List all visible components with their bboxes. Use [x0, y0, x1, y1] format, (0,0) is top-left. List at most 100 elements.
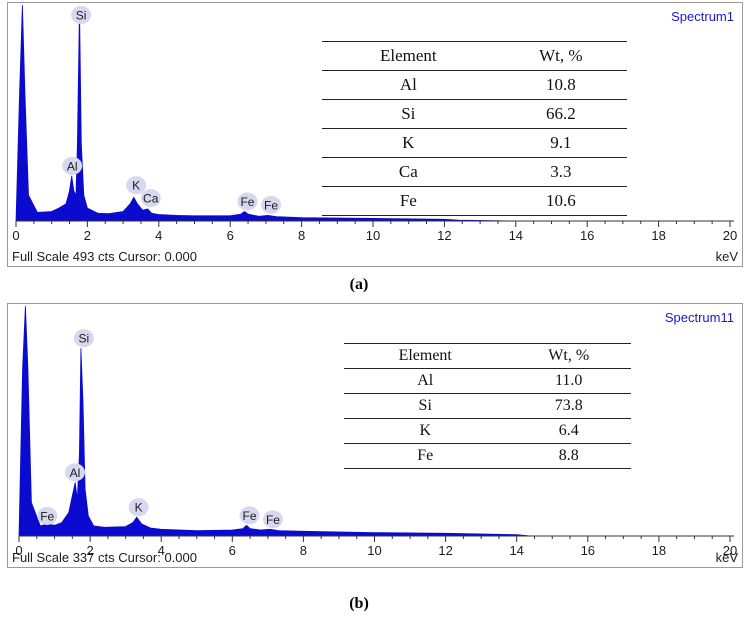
peak-label: Ca: [140, 189, 161, 208]
peak-label-badge: [262, 510, 283, 529]
peak-label-text: Fe: [40, 509, 54, 523]
wt-cell: 11.0: [555, 372, 583, 389]
peak-label: Fe: [237, 192, 258, 211]
wt-cell: 8.8: [558, 447, 579, 464]
x-tick-label: 20: [723, 543, 737, 558]
peak-label: K: [128, 498, 149, 517]
element-cell: K: [402, 133, 415, 152]
peak-label-badge: [239, 506, 260, 525]
x-tick-label: 18: [652, 543, 666, 558]
composition-table-box: Element Wt, % Al 10.8 Si 66.2 K 9.1 Ca 3.3 F…: [314, 33, 654, 216]
peak-label: Fe: [239, 506, 260, 525]
table-row: Fe 10.6: [322, 187, 627, 216]
x-tick-label: 14: [509, 543, 523, 558]
table-row: K 9.1: [322, 129, 627, 158]
wt-cell: 10.8: [545, 75, 576, 94]
peak-label-text: Al: [70, 466, 81, 480]
table-row: Fe 8.8: [344, 444, 631, 469]
table-row: Si 66.2: [322, 100, 627, 129]
peak-label-text: Si: [76, 9, 87, 23]
peak-label-text: Fe: [240, 195, 254, 209]
peak-label-badge: [62, 156, 83, 175]
peak-label: Fe: [37, 506, 58, 525]
full-scale-readout: Full Scale 337 cts Cursor: 0.000: [12, 550, 197, 565]
table-row: Si 73.8: [344, 394, 631, 419]
element-cell: K: [419, 422, 431, 439]
peak-label-text: K: [132, 179, 140, 193]
peak-label-text: Fe: [266, 513, 280, 527]
spectrum-name: Spectrum11: [664, 310, 734, 325]
panel-caption-b: (b): [349, 595, 369, 612]
x-tick-label: 2: [84, 228, 91, 243]
x-unit-label: keV: [715, 550, 738, 565]
x-tick-label: 0: [12, 228, 19, 243]
full-scale-readout: Full Scale 493 cts Cursor: 0.000: [12, 249, 197, 264]
peak-label-badge: [126, 176, 147, 195]
peak-label-badge: [71, 6, 92, 24]
peak-label: Fe: [262, 510, 283, 529]
table-row: Ca 3.3: [322, 158, 627, 187]
composition-table-box: Element Wt, % Al 11.0 Si 73.8 K 6.4 Fe 8.8: [336, 337, 636, 492]
peak-label-text: Ca: [143, 192, 159, 206]
element-cell: Fe: [399, 191, 417, 210]
element-cell: Si: [401, 104, 416, 123]
peak-label: Si: [71, 6, 92, 24]
peak-label: Al: [64, 463, 85, 482]
element-cell: Al: [417, 372, 434, 389]
x-tick-label: 12: [438, 543, 452, 558]
x-tick-label: 8: [298, 228, 305, 243]
x-tick-label: 14: [509, 228, 523, 243]
spectrum-panel-a: 0 2 4 6 8 10 12 14 16 18 20 Si Al K Ca Fe Fe Spectrum1 F…: [7, 2, 743, 267]
x-tick-label: 6: [227, 228, 234, 243]
panel-caption-a: (a): [349, 276, 369, 293]
spectrum-name: Spectrum1: [671, 9, 734, 24]
x-tick-label: 10: [366, 228, 380, 243]
element-cell: Si: [418, 397, 432, 414]
peak-label-text: Si: [79, 332, 90, 346]
peak-label: Fe: [261, 195, 282, 214]
x-tick-label: 18: [651, 228, 665, 243]
wt-cell: 6.4: [558, 422, 579, 439]
spectrum-series: [15, 4, 730, 222]
wt-cell: 73.8: [554, 397, 583, 414]
x-tick-label: 8: [300, 543, 307, 558]
peak-label-badge: [37, 506, 58, 525]
peak-label-text: Fe: [264, 198, 278, 212]
composition-table: Element Wt, % Al 10.8 Si 66.2 K 9.1 Ca 3.3 F…: [322, 41, 627, 216]
peak-label-badge: [237, 192, 258, 211]
table-header-wt: Wt, %: [548, 347, 590, 364]
table-header-element: Element: [398, 347, 452, 364]
peak-label: Al: [62, 156, 83, 175]
table-header-element: Element: [379, 46, 437, 65]
element-cell: Al: [399, 75, 417, 94]
x-tick-label: 0: [15, 543, 22, 558]
peak-label-badge: [140, 189, 161, 208]
peak-label: Si: [73, 329, 94, 348]
x-unit-label: keV: [715, 249, 738, 264]
x-tick-label: 16: [580, 228, 594, 243]
x-tick-label: 12: [437, 228, 451, 243]
table-header-wt: Wt, %: [539, 46, 583, 65]
element-cell: Fe: [417, 447, 434, 464]
x-tick-label: 20: [723, 228, 737, 243]
x-tick-label: 4: [155, 228, 162, 243]
peak-label-badge: [73, 329, 94, 348]
wt-cell: 9.1: [550, 133, 572, 152]
peak-label-text: K: [135, 501, 143, 515]
wt-cell: 3.3: [550, 162, 572, 181]
x-tick-label: 10: [367, 543, 381, 558]
peak-label: K: [126, 176, 147, 195]
table-row: K 6.4: [344, 419, 631, 444]
spectrum-series: [18, 305, 730, 537]
element-cell: Ca: [398, 162, 418, 181]
x-tick-label: 16: [581, 543, 595, 558]
table-row: Al 10.8: [322, 71, 627, 100]
peak-label-badge: [261, 195, 282, 214]
wt-cell: 66.2: [545, 104, 576, 123]
x-tick-label: 6: [229, 543, 236, 558]
wt-cell: 10.6: [545, 191, 576, 210]
x-tick-label: 2: [86, 543, 93, 558]
peak-label-badge: [128, 498, 149, 517]
spectrum-panel-b: 0 2 4 6 8 10 12 14 16 18 20 Si Al K Fe Fe Fe Spectrum11 …: [7, 303, 743, 568]
